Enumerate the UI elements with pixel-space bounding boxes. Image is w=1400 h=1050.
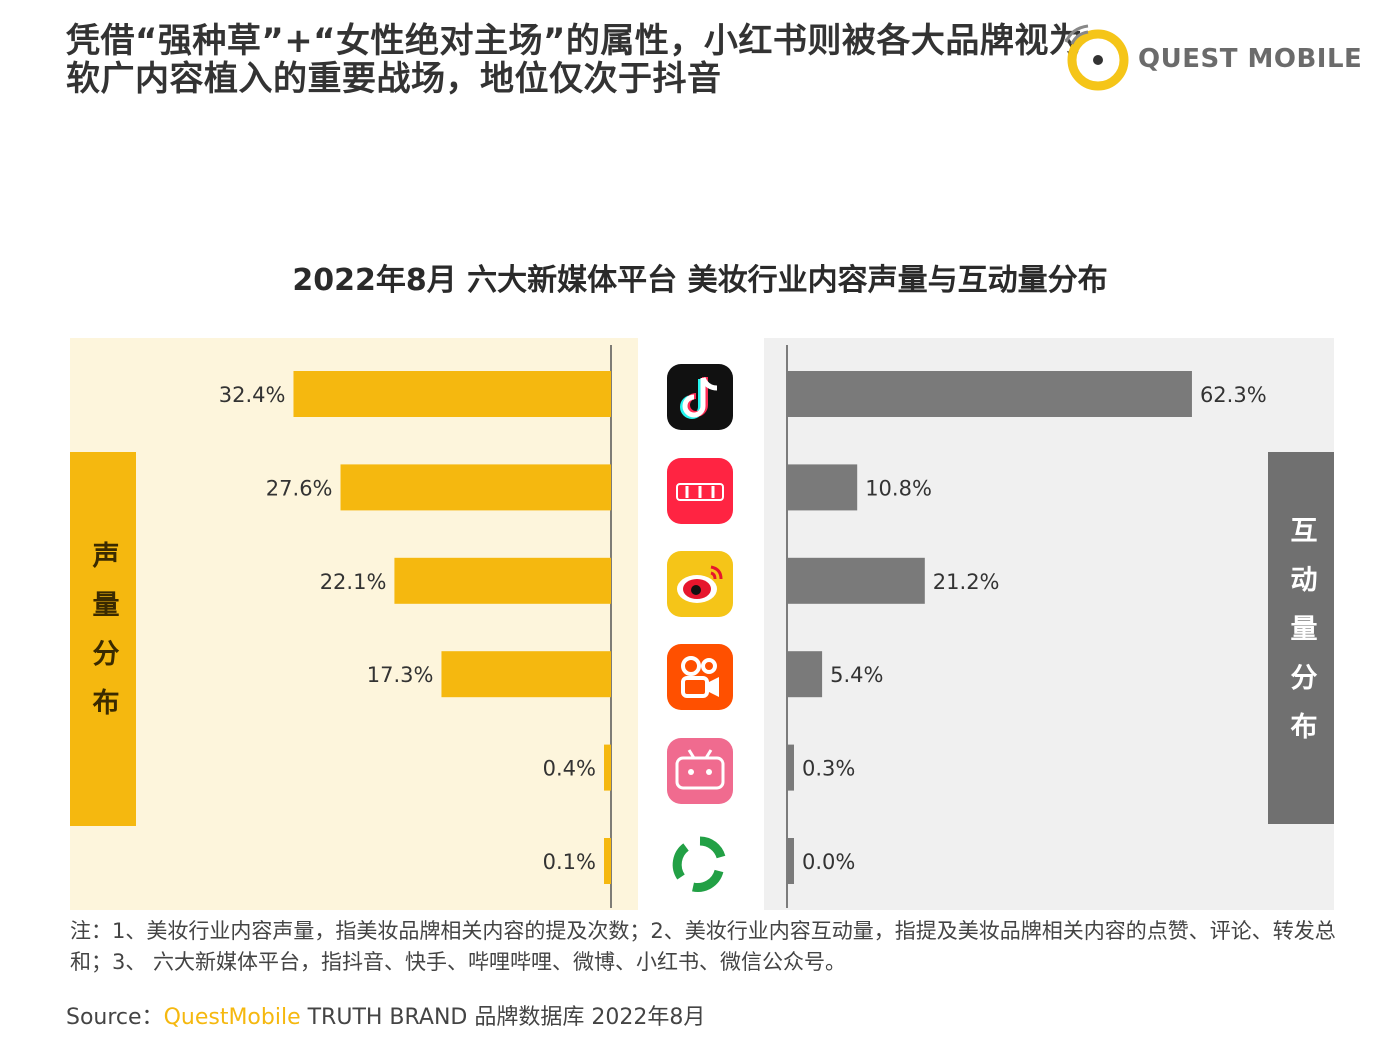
chart-title: 2022年8月 六大新媒体平台 美妆行业内容声量与互动量分布 bbox=[292, 263, 1108, 298]
left-bar-2 bbox=[394, 557, 611, 604]
kuaishou-icon bbox=[667, 644, 733, 710]
left-bar-label-3: 17.3% bbox=[367, 663, 434, 687]
right-bar-3 bbox=[787, 651, 823, 698]
right-bar-label-4: 0.3% bbox=[802, 757, 855, 781]
right-bar-1 bbox=[787, 464, 858, 511]
right-panel-background bbox=[764, 338, 1334, 910]
left-bar-1 bbox=[340, 464, 611, 511]
wechat-official-icon bbox=[667, 831, 733, 897]
right-bar-4 bbox=[787, 744, 794, 791]
source-line: Source：QuestMobile TRUTH BRAND 品牌数据库 202… bbox=[66, 999, 705, 1031]
tiktok-icon bbox=[667, 364, 733, 430]
left-bar-label-2: 22.1% bbox=[320, 570, 387, 594]
xiaohongshu-icon bbox=[667, 458, 733, 524]
weibo-icon bbox=[667, 551, 733, 617]
questmobile-logo-icon bbox=[1064, 24, 1129, 91]
bilibili-icon bbox=[667, 738, 733, 804]
left-bar-3 bbox=[441, 651, 611, 698]
chart-notes: 注：1、美妆行业内容声量，指美妆品牌相关内容的提及次数；2、美妆行业内容互动量，… bbox=[70, 919, 1336, 974]
left-bar-label-1: 27.6% bbox=[266, 476, 333, 500]
left-bar-4 bbox=[604, 744, 611, 791]
right-bar-label-1: 10.8% bbox=[865, 476, 932, 500]
questmobile-logo: QUEST MOBILE bbox=[1062, 22, 1362, 92]
left-bar-label-5: 0.1% bbox=[543, 850, 596, 874]
left-bar-0 bbox=[293, 371, 611, 417]
left-bar-label-4: 0.4% bbox=[543, 757, 596, 781]
right-bar-label-3: 5.4% bbox=[830, 663, 883, 687]
left-bar-5 bbox=[604, 838, 611, 884]
right-bar-label-2: 21.2% bbox=[933, 570, 1000, 594]
right-bar-2 bbox=[787, 557, 925, 604]
headline-line-1: 凭借“强种草”+“女性绝对主场”的属性，小红书则被各大品牌视为 bbox=[66, 21, 1084, 61]
source-suffix: TRUTH BRAND 品牌数据库 2022年8月 bbox=[300, 1005, 706, 1030]
headline: 凭借“强种草”+“女性绝对主场”的属性，小红书则被各大品牌视为 软广内容植入的重… bbox=[66, 21, 1084, 99]
right-bar-label-0: 62.3% bbox=[1200, 383, 1267, 407]
left-axis-label: 声量分布 bbox=[70, 452, 136, 826]
left-bar-label-0: 32.4% bbox=[219, 383, 286, 407]
right-bar-0 bbox=[787, 371, 1192, 417]
right-bar-5 bbox=[787, 838, 794, 884]
right-axis-label: 互动量分布 bbox=[1268, 452, 1334, 824]
right-bar-label-5: 0.0% bbox=[802, 850, 855, 874]
logo-text: QUEST MOBILE bbox=[1138, 44, 1363, 74]
source-prefix: Source： bbox=[66, 1005, 164, 1030]
left-panel-background bbox=[70, 338, 638, 910]
headline-line-2: 软广内容植入的重要战场，地位仅次于抖音 bbox=[66, 59, 722, 99]
source-brand: QuestMobile bbox=[163, 1005, 301, 1030]
